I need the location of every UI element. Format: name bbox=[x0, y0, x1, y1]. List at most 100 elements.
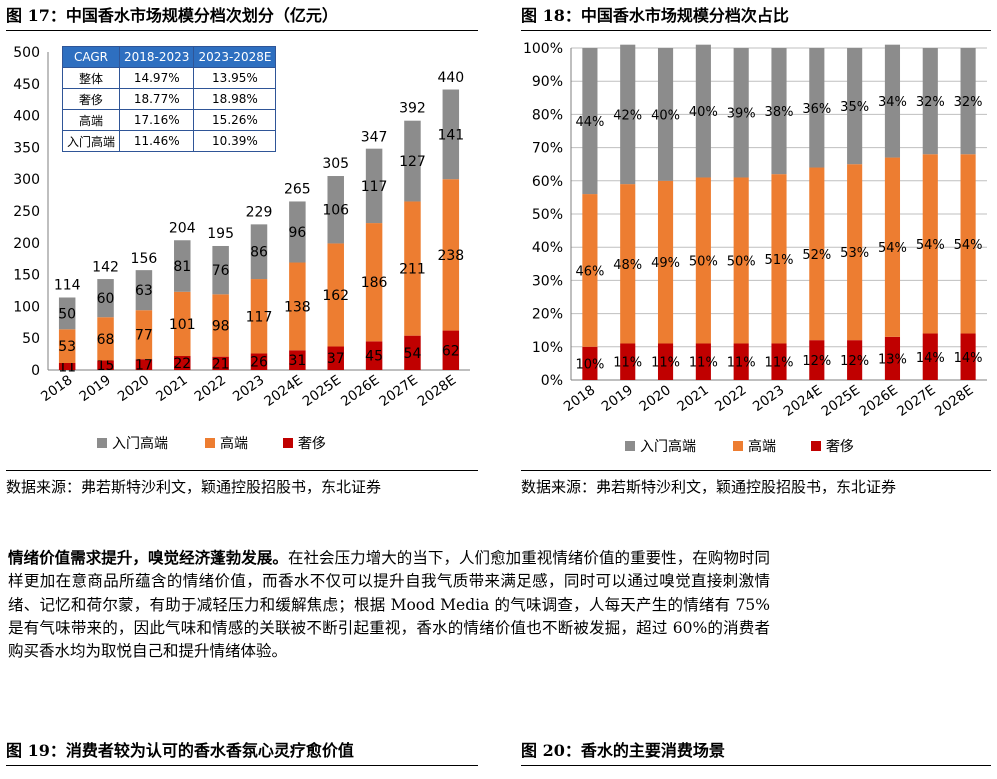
bar-segment bbox=[174, 356, 191, 370]
data-label: 11% bbox=[689, 356, 718, 371]
data-label: 38% bbox=[765, 105, 794, 120]
bar-segment bbox=[809, 340, 825, 380]
x-tick-label: 2028E bbox=[415, 372, 459, 410]
data-label: 86 bbox=[250, 245, 268, 261]
cagr-cell: 14.97% bbox=[119, 67, 195, 89]
data-label: 50% bbox=[689, 254, 718, 269]
total-label: 265 bbox=[284, 181, 311, 197]
bar-segment bbox=[922, 154, 938, 334]
table-row: 高端 17.16% 15.26% bbox=[61, 109, 277, 131]
cagr-cell: 10.39% bbox=[193, 130, 277, 152]
data-label: 14% bbox=[954, 351, 983, 366]
data-label: 49% bbox=[651, 256, 680, 271]
y-tick-label: 100 bbox=[13, 299, 40, 315]
bar-segment bbox=[97, 360, 114, 370]
bar-segment bbox=[733, 343, 749, 380]
bar-segment bbox=[771, 174, 787, 344]
total-label: 392 bbox=[399, 101, 426, 117]
bar-segment bbox=[884, 44, 901, 158]
bar-segment bbox=[174, 240, 191, 292]
figure-19-title: 图 19：消费者较为认可的香水香氛心灵疗愈价值 bbox=[6, 741, 354, 760]
cagr-cell: 奢侈 bbox=[61, 88, 121, 110]
y-tick-label: 500 bbox=[13, 45, 40, 61]
source-rule-right bbox=[521, 470, 991, 471]
x-tick-label: 2020 bbox=[637, 382, 674, 415]
data-label: 11% bbox=[765, 356, 794, 371]
paragraph-lead: 情绪价值需求提升，嗅觉经济蓬勃发展。 bbox=[8, 548, 288, 567]
x-tick-label: 2019 bbox=[77, 372, 114, 405]
data-label: 36% bbox=[802, 102, 831, 117]
bar-segment bbox=[58, 329, 76, 364]
bar-segment bbox=[733, 177, 749, 344]
data-label: 45 bbox=[365, 349, 383, 365]
figure-18-title: 图 18：中国香水市场规模分档次占比 bbox=[521, 6, 789, 25]
y-tick-label: 350 bbox=[13, 140, 40, 156]
total-label: 114 bbox=[54, 277, 81, 293]
table-row: 入门高端 11.46% 10.39% bbox=[61, 130, 277, 152]
y-tick-label: 80% bbox=[532, 107, 563, 123]
legend-swatch bbox=[733, 441, 743, 451]
source-note-left: 数据来源：弗若斯特沙利文，颖通控股招股书，东北证券 bbox=[6, 478, 382, 496]
data-label: 17 bbox=[135, 358, 153, 374]
y-tick-label: 20% bbox=[532, 307, 563, 323]
bar-segment bbox=[960, 333, 976, 380]
bar-segment bbox=[582, 346, 598, 380]
bar-segment bbox=[212, 356, 229, 370]
data-label: 13% bbox=[878, 352, 907, 367]
data-label: 48% bbox=[613, 258, 642, 273]
cagr-cell: 入门高端 bbox=[61, 130, 121, 152]
cagr-cell: 17.16% bbox=[119, 109, 195, 131]
y-tick-label: 200 bbox=[13, 236, 40, 252]
x-tick-label: 2026E bbox=[338, 372, 382, 410]
y-tick-label: 250 bbox=[13, 204, 40, 220]
bar-segment bbox=[135, 310, 153, 360]
bar-segment bbox=[58, 363, 76, 370]
paragraph-body: 在社会压力增大的当下，人们愈加重视情绪价值的重要性，在购物时同样更加在意商品所蕴… bbox=[8, 549, 770, 661]
bar-segment bbox=[250, 279, 268, 354]
data-label: 42% bbox=[613, 108, 642, 123]
bar-segment bbox=[289, 262, 306, 351]
legend-swatch bbox=[625, 441, 635, 451]
bar-segment bbox=[884, 336, 901, 380]
x-tick-label: 2027E bbox=[376, 372, 420, 410]
bar-segment bbox=[365, 223, 383, 342]
legend-label: 入门高端 bbox=[640, 438, 696, 455]
cagr-cell: 15.26% bbox=[193, 109, 277, 131]
bar-segment bbox=[657, 343, 674, 380]
x-tick-label: 2026E bbox=[856, 382, 900, 420]
bar-segment bbox=[442, 330, 460, 370]
data-label: 81 bbox=[173, 259, 191, 275]
bar-segment bbox=[250, 224, 268, 280]
total-label: 347 bbox=[361, 129, 388, 145]
y-tick-label: 50 bbox=[22, 331, 40, 347]
bar-segment bbox=[620, 343, 636, 380]
cagr-header-cell: 2018-2023 bbox=[119, 46, 195, 68]
y-tick-label: 400 bbox=[13, 109, 40, 125]
body-paragraph: 情绪价值需求提升，嗅觉经济蓬勃发展。在社会压力增大的当下，人们愈加重视情绪价值的… bbox=[8, 546, 770, 663]
bar-segment bbox=[847, 340, 863, 380]
y-tick-label: 50% bbox=[532, 207, 563, 223]
legend-label: 奢侈 bbox=[826, 439, 854, 455]
bar-segment bbox=[135, 270, 153, 311]
legend-label: 高端 bbox=[748, 438, 776, 455]
legend-label: 奢侈 bbox=[298, 436, 326, 452]
cagr-header-cell: CAGR bbox=[61, 46, 121, 68]
data-label: 54 bbox=[404, 346, 422, 362]
y-tick-label: 100% bbox=[523, 41, 563, 57]
data-label: 106 bbox=[322, 203, 349, 219]
bar-segment bbox=[365, 341, 383, 370]
data-label: 37 bbox=[327, 351, 345, 367]
figure-17-title: 图 17：中国香水市场规模分档次划分（亿元） bbox=[6, 6, 338, 25]
x-tick-label: 2021 bbox=[153, 372, 190, 405]
bar-segment bbox=[922, 48, 938, 155]
bar-segment bbox=[847, 48, 863, 165]
bar-segment bbox=[212, 245, 229, 295]
data-label: 60 bbox=[97, 291, 115, 307]
cagr-cell: 18.98% bbox=[193, 88, 277, 110]
data-label: 11 bbox=[58, 360, 76, 376]
data-label: 14% bbox=[916, 351, 945, 366]
bar-segment bbox=[847, 164, 863, 341]
y-tick-label: 40% bbox=[532, 240, 563, 256]
figure-17-title-rule bbox=[6, 30, 478, 31]
table-row: 整体 14.97% 13.95% bbox=[61, 67, 277, 89]
